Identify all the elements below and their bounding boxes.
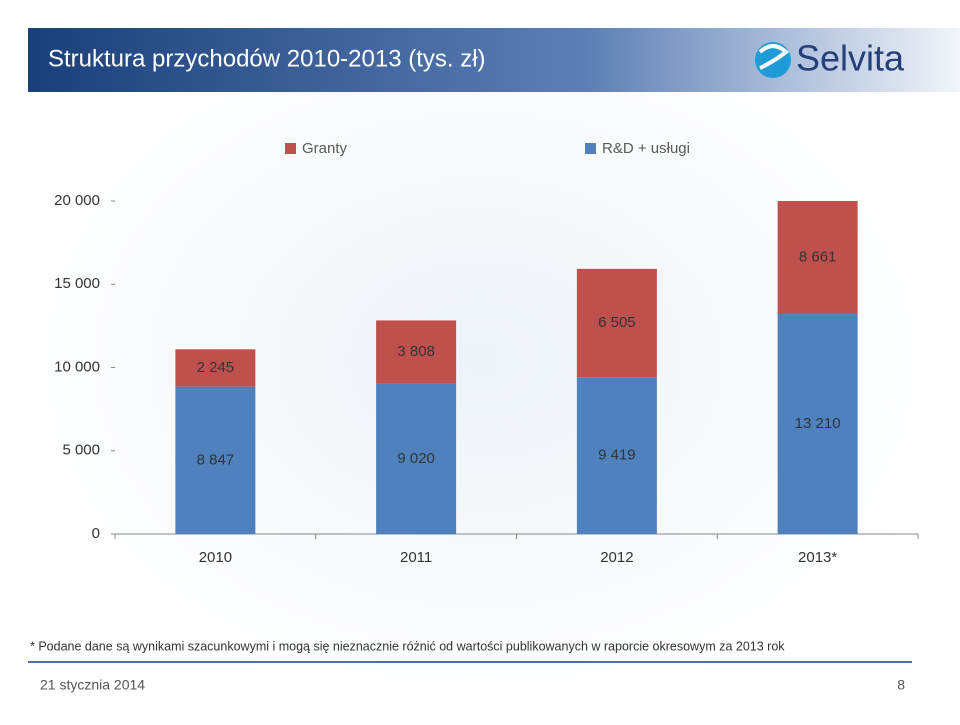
y-tick-label: 10 000 xyxy=(54,358,100,375)
bar-segment xyxy=(576,268,657,378)
value-label: 8 661 xyxy=(799,248,837,265)
slide-title: Struktura przychodów 2010-2013 (tys. zł) xyxy=(48,45,486,72)
plot-area xyxy=(175,201,858,534)
x-tick-label: 2011 xyxy=(400,549,432,566)
logo-swirl xyxy=(758,44,790,70)
legend-label: R&D + usługi xyxy=(602,140,690,157)
value-label: 8 847 xyxy=(197,451,235,468)
bar-segment xyxy=(175,386,256,534)
legend-swatch xyxy=(585,143,596,154)
value-label: 9 020 xyxy=(397,450,435,467)
value-label: 3 808 xyxy=(397,343,435,360)
bar-segment xyxy=(576,377,657,534)
x-tick-label: 2013* xyxy=(798,549,837,566)
chart: 0 5 000 10 000 15 000 20 000 Granty R&D + usłu… xyxy=(54,140,919,566)
x-tick-label: 2010 xyxy=(199,549,232,566)
value-label: 13 210 xyxy=(795,415,841,432)
bar-segment xyxy=(376,320,457,384)
value-label: 2 245 xyxy=(197,359,235,376)
value-label: 6 505 xyxy=(598,314,636,331)
footnote: * Podane dane są wynikami szacunkowymi i… xyxy=(30,639,785,653)
value-label: 9 419 xyxy=(598,447,636,464)
bar-segment xyxy=(376,383,457,534)
bar-segment xyxy=(777,314,858,534)
title-bar xyxy=(28,28,960,92)
page-number: 8 xyxy=(897,677,905,693)
x-tick-label: 2012 xyxy=(600,549,633,566)
date: 21 stycznia 2014 xyxy=(40,677,145,693)
logo-text: Selvita xyxy=(796,38,905,79)
y-tick-label: 5 000 xyxy=(62,442,100,459)
bar-segment xyxy=(175,349,256,387)
y-tick-label: 20 000 xyxy=(54,192,100,209)
legend-swatch xyxy=(285,143,296,154)
y-tick-label: 0 xyxy=(92,525,100,542)
bar-segment xyxy=(777,201,858,315)
y-tick-label: 15 000 xyxy=(54,275,100,292)
legend-label: Granty xyxy=(302,140,348,157)
